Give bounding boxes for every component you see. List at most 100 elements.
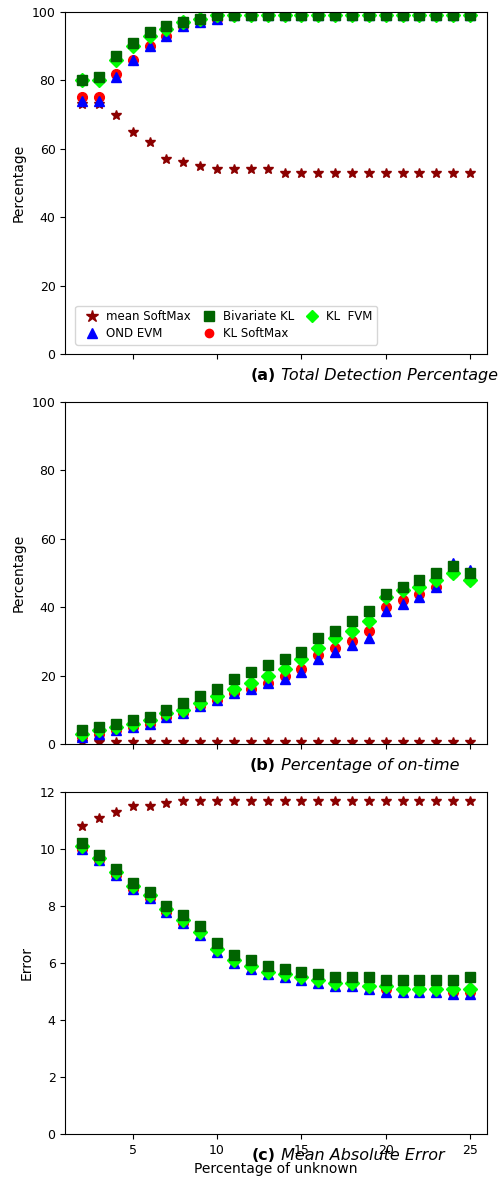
mean SoftMax xyxy=(163,796,169,811)
Bivariate KL xyxy=(213,8,219,23)
OND EVM xyxy=(399,984,405,998)
mean SoftMax xyxy=(382,736,388,750)
KL SoftMax xyxy=(281,8,287,23)
OND EVM xyxy=(332,979,338,993)
KL SoftMax xyxy=(247,682,254,696)
OND EVM xyxy=(230,956,236,971)
mean SoftMax xyxy=(96,736,102,750)
KL SoftMax xyxy=(247,959,254,973)
KL SoftMax xyxy=(432,981,438,996)
KL SoftMax xyxy=(449,984,455,998)
Legend: mean SoftMax, OND EVM, Bivariate KL, KL SoftMax, KL  FVM: mean SoftMax, OND EVM, Bivariate KL, KL … xyxy=(75,306,376,345)
mean SoftMax xyxy=(466,166,472,180)
KL  FVM xyxy=(466,981,472,996)
OND EVM xyxy=(466,8,472,23)
mean SoftMax xyxy=(247,793,254,807)
KL  FVM xyxy=(365,979,371,993)
OND EVM xyxy=(146,891,152,905)
OND EVM xyxy=(332,8,338,23)
mean SoftMax xyxy=(449,166,455,180)
mean SoftMax xyxy=(416,736,422,750)
mean SoftMax xyxy=(399,793,405,807)
Bivariate KL xyxy=(264,658,270,672)
Line: mean SoftMax: mean SoftMax xyxy=(77,99,474,178)
mean SoftMax xyxy=(298,166,304,180)
OND EVM xyxy=(416,590,422,604)
mean SoftMax xyxy=(264,162,270,177)
Bivariate KL xyxy=(79,73,85,87)
KL  FVM xyxy=(129,716,135,731)
KL SoftMax xyxy=(298,661,304,676)
Bivariate KL xyxy=(365,603,371,617)
KL SoftMax xyxy=(315,973,321,987)
KL SoftMax xyxy=(230,953,236,967)
mean SoftMax xyxy=(213,162,219,177)
Bivariate KL xyxy=(298,645,304,659)
KL SoftMax xyxy=(264,676,270,690)
Bivariate KL xyxy=(79,836,85,850)
KL  FVM xyxy=(281,8,287,23)
mean SoftMax xyxy=(365,166,371,180)
OND EVM xyxy=(113,69,119,84)
Y-axis label: Percentage: Percentage xyxy=(12,534,26,613)
Bivariate KL xyxy=(247,8,254,23)
KL SoftMax xyxy=(247,8,254,23)
KL  FVM xyxy=(163,706,169,720)
KL  FVM xyxy=(213,689,219,703)
KL  FVM xyxy=(113,720,119,734)
KL SoftMax xyxy=(146,716,152,731)
Bivariate KL xyxy=(213,682,219,696)
OND EVM xyxy=(449,987,455,1002)
OND EVM xyxy=(399,8,405,23)
KL SoftMax xyxy=(449,566,455,580)
KL  FVM xyxy=(197,12,203,26)
mean SoftMax xyxy=(348,736,354,750)
OND EVM xyxy=(432,579,438,593)
KL SoftMax xyxy=(146,891,152,905)
OND EVM xyxy=(365,8,371,23)
OND EVM xyxy=(79,842,85,856)
mean SoftMax xyxy=(247,162,254,177)
KL  FVM xyxy=(230,8,236,23)
KL SoftMax xyxy=(264,8,270,23)
OND EVM xyxy=(113,724,119,738)
mean SoftMax xyxy=(432,736,438,750)
OND EVM xyxy=(449,555,455,570)
OND EVM xyxy=(96,94,102,109)
Line: KL SoftMax: KL SoftMax xyxy=(77,11,474,103)
Line: KL  FVM: KL FVM xyxy=(77,568,474,739)
KL SoftMax xyxy=(264,965,270,979)
KL  FVM xyxy=(298,652,304,666)
KL  FVM xyxy=(213,942,219,956)
OND EVM xyxy=(348,638,354,652)
OND EVM xyxy=(432,8,438,23)
KL  FVM xyxy=(129,879,135,893)
KL  FVM xyxy=(264,669,270,683)
KL SoftMax xyxy=(382,601,388,615)
Line: OND EVM: OND EVM xyxy=(77,558,474,743)
KL  FVM xyxy=(399,981,405,996)
Bivariate KL xyxy=(432,973,438,987)
OND EVM xyxy=(365,981,371,996)
KL  FVM xyxy=(432,981,438,996)
KL SoftMax xyxy=(180,916,186,930)
Bivariate KL xyxy=(281,8,287,23)
OND EVM xyxy=(96,854,102,868)
Bivariate KL xyxy=(180,696,186,710)
OND EVM xyxy=(96,727,102,741)
mean SoftMax xyxy=(365,736,371,750)
Bivariate KL xyxy=(264,959,270,973)
KL SoftMax xyxy=(416,8,422,23)
OND EVM xyxy=(466,562,472,577)
Bivariate KL xyxy=(247,665,254,679)
Bivariate KL xyxy=(180,907,186,922)
Bivariate KL xyxy=(281,652,287,666)
KL  FVM xyxy=(264,8,270,23)
KL  FVM xyxy=(365,8,371,23)
OND EVM xyxy=(315,8,321,23)
KL  FVM xyxy=(113,53,119,67)
OND EVM xyxy=(247,8,254,23)
mean SoftMax xyxy=(449,793,455,807)
KL SoftMax xyxy=(332,975,338,990)
KL SoftMax xyxy=(129,882,135,897)
